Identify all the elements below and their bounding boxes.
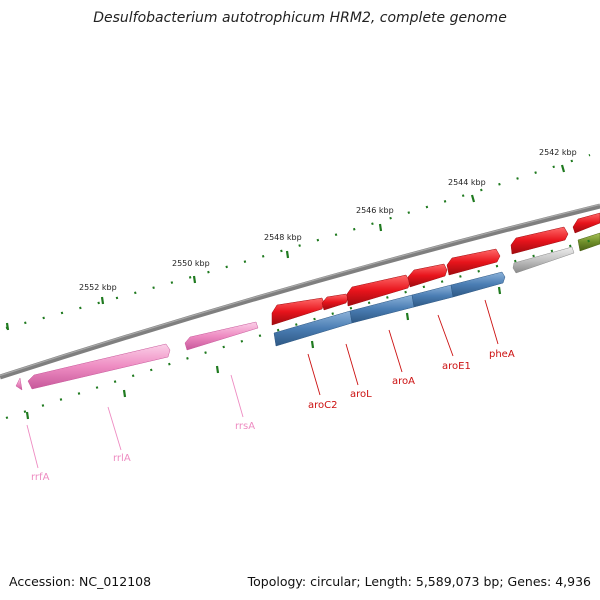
leader-line bbox=[437, 314, 454, 357]
genome-stats-text: Topology: circular; Length: 5,589,073 bp… bbox=[247, 574, 591, 589]
pathway-band[interactable] bbox=[450, 271, 506, 298]
label-leaders bbox=[26, 299, 499, 469]
rrna-genes bbox=[15, 321, 259, 391]
minor-ticks-inner bbox=[5, 236, 600, 420]
gene-arrow[interactable] bbox=[321, 293, 349, 311]
gene-arrow[interactable] bbox=[510, 226, 569, 255]
gene-label-aroC2[interactable]: aroC2 bbox=[308, 400, 337, 411]
minor-ticks-outer bbox=[5, 153, 591, 330]
pathway-band[interactable] bbox=[411, 284, 454, 308]
gene-arrow[interactable] bbox=[572, 212, 600, 234]
gene-label-rrsA[interactable]: rrsA bbox=[235, 421, 255, 432]
major-tick bbox=[470, 194, 476, 203]
tick-labels: 2542 kbp 2544 kbp 2546 kbp 2548 kbp 2550… bbox=[79, 148, 577, 292]
pathway-bands bbox=[273, 271, 506, 347]
gene-label-rrfA[interactable]: rrfA bbox=[31, 472, 50, 483]
rrna-gene-arrow[interactable] bbox=[27, 343, 171, 390]
major-tick bbox=[5, 322, 10, 331]
major-tick bbox=[285, 250, 290, 259]
gene-arrow[interactable] bbox=[446, 248, 501, 276]
gene-label-aroL[interactable]: aroL bbox=[350, 389, 372, 400]
leader-line bbox=[107, 406, 122, 451]
gene-label-rrlA[interactable]: rrlA bbox=[113, 453, 131, 464]
gene-label-pheA[interactable]: pheA bbox=[489, 349, 515, 360]
major-tick bbox=[560, 164, 566, 173]
leader-line bbox=[230, 374, 244, 418]
leader-line bbox=[345, 343, 359, 386]
gene-label-aroE1[interactable]: aroE1 bbox=[442, 361, 471, 372]
tick-label-2550: 2550 kbp bbox=[172, 259, 210, 268]
major-tick bbox=[122, 389, 127, 398]
gene-arrow-gray[interactable] bbox=[512, 246, 575, 274]
tick-label-2552: 2552 kbp bbox=[79, 283, 117, 292]
outer-tick-track bbox=[5, 153, 591, 331]
leader-line bbox=[388, 329, 403, 373]
leader-line bbox=[307, 353, 321, 396]
major-tick bbox=[405, 312, 410, 321]
inner-tick-track bbox=[5, 236, 600, 420]
rrna-gene-arrow-small[interactable] bbox=[15, 377, 23, 391]
tick-label-2542: 2542 kbp bbox=[539, 148, 577, 157]
major-tick bbox=[215, 365, 220, 374]
accession-text: Accession: NC_012108 bbox=[9, 574, 152, 589]
major-tick bbox=[497, 286, 502, 295]
tick-label-2548: 2548 kbp bbox=[264, 233, 302, 242]
gene-label-aroA[interactable]: aroA bbox=[392, 376, 415, 387]
gene-labels: pheA aroE1 aroA aroL aroC2 rrsA rrlA rrf… bbox=[31, 349, 515, 483]
map-title: Desulfobacterium autotrophicum HRM2, com… bbox=[93, 10, 507, 26]
major-tick bbox=[25, 411, 30, 420]
major-tick bbox=[192, 275, 197, 284]
gene-arrow[interactable] bbox=[407, 263, 448, 288]
genome-backbone-highlight bbox=[0, 203, 600, 377]
major-tick bbox=[378, 223, 383, 232]
tick-label-2546: 2546 kbp bbox=[356, 206, 394, 215]
tick-label-2544: 2544 kbp bbox=[448, 178, 486, 187]
leader-line bbox=[26, 424, 39, 469]
major-tick bbox=[310, 340, 315, 349]
genome-backbone bbox=[0, 203, 600, 380]
major-tick bbox=[100, 296, 105, 305]
forward-strand-genes bbox=[271, 212, 600, 326]
leader-line bbox=[484, 299, 499, 345]
rrna-gene-arrow[interactable] bbox=[184, 321, 259, 351]
